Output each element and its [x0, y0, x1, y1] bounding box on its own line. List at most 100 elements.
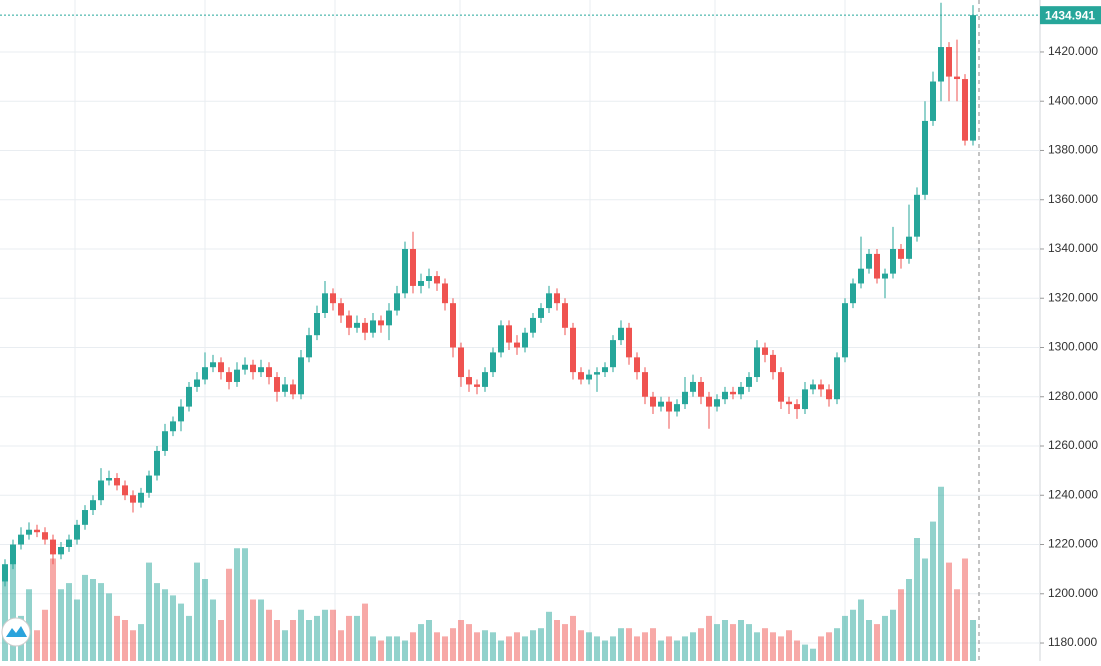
volume-bar	[402, 640, 408, 661]
candle-body	[18, 534, 24, 545]
volume-bar	[938, 486, 944, 661]
candle-body	[682, 391, 688, 405]
candle-body	[842, 303, 848, 358]
volume-bar	[962, 558, 968, 661]
volume-bar	[106, 593, 112, 661]
candle-body	[786, 401, 792, 405]
candle-body	[866, 253, 872, 269]
volume-bar	[450, 628, 456, 661]
volume-bar	[418, 624, 424, 661]
candle-body	[26, 529, 32, 535]
volume-bar	[690, 632, 696, 661]
candle-body	[290, 384, 296, 395]
volume-bar	[682, 636, 688, 661]
volume-bar	[130, 630, 136, 661]
volume-bar	[634, 636, 640, 661]
volume	[2, 486, 976, 661]
candle-body	[498, 325, 504, 353]
volume-bar	[626, 628, 632, 661]
volume-bar	[98, 583, 104, 661]
volume-bar	[322, 609, 328, 661]
volume-bar	[882, 615, 888, 661]
volume-bar	[434, 632, 440, 661]
volume-bar	[746, 624, 752, 661]
candle-body	[250, 364, 256, 373]
candle-body	[458, 347, 464, 378]
candle-body	[770, 354, 776, 373]
candle-body	[426, 276, 432, 281]
y-tick-label: 1260.000	[1048, 438, 1098, 452]
candle-body	[570, 327, 576, 373]
candle-body	[658, 401, 664, 407]
y-tick-label: 1300.000	[1048, 340, 1098, 354]
volume-bar	[42, 609, 48, 661]
volume-bar	[802, 644, 808, 661]
candle-body	[946, 47, 952, 77]
logo-circle	[1, 617, 31, 647]
candle-body	[610, 340, 616, 368]
volume-bar	[898, 589, 904, 661]
volume-bar	[594, 636, 600, 661]
candle-body	[106, 478, 112, 481]
y-tick-label: 1220.000	[1048, 537, 1098, 551]
volume-bar	[2, 579, 8, 661]
candle-body	[506, 325, 512, 343]
candle-body	[530, 317, 536, 333]
candle-body	[538, 308, 544, 318]
candle-body	[194, 379, 200, 387]
volume-bar	[730, 624, 736, 661]
candle-body	[674, 404, 680, 412]
candle-body	[938, 47, 944, 82]
volume-bar	[386, 636, 392, 661]
volume-bar	[114, 615, 120, 661]
logo-icon	[6, 626, 27, 637]
y-tick-label: 1360.000	[1048, 192, 1098, 206]
volume-bar	[330, 609, 336, 661]
candle-body	[778, 372, 784, 402]
candle-body	[898, 248, 904, 259]
volume-bar	[522, 636, 528, 661]
candle-body	[170, 421, 176, 432]
volume-bar	[210, 599, 216, 661]
candle-body	[282, 384, 288, 392]
candle-body	[50, 539, 56, 555]
volume-bar	[842, 615, 848, 661]
candle-body	[74, 524, 80, 540]
candle-body	[418, 280, 424, 286]
candle-body	[66, 539, 72, 547]
candle-body	[138, 492, 144, 503]
candle-body	[82, 510, 88, 525]
volume-bar	[546, 611, 552, 661]
volume-bar	[122, 620, 128, 661]
candle-body	[34, 529, 40, 533]
volume-bar	[362, 603, 368, 661]
volume-bar	[554, 620, 560, 661]
volume-bar	[618, 628, 624, 661]
y-tick-label: 1380.000	[1048, 143, 1098, 157]
candle-body	[714, 399, 720, 407]
volume-bar	[138, 624, 144, 661]
volume-bar	[866, 620, 872, 661]
volume-bar	[178, 603, 184, 661]
volume-bar	[530, 630, 536, 661]
volume-bar	[370, 636, 376, 661]
volume-bar	[354, 615, 360, 661]
candle-body	[730, 391, 736, 395]
candle-body	[306, 335, 312, 358]
volume-bar	[890, 609, 896, 661]
volume-bar	[146, 562, 152, 661]
candle-body	[130, 495, 136, 503]
volume-bar	[410, 632, 416, 661]
candle-body	[450, 303, 456, 348]
candle-body	[626, 327, 632, 358]
y-tick-label: 1340.000	[1048, 241, 1098, 255]
candle-body	[554, 293, 560, 304]
candle-body	[322, 293, 328, 314]
y-tick-label: 1200.000	[1048, 586, 1098, 600]
candle-body	[858, 268, 864, 284]
candle-body	[490, 352, 496, 373]
volume-bar	[50, 558, 56, 661]
candle-body	[202, 367, 208, 380]
volume-bar	[810, 648, 816, 661]
candle-body	[314, 313, 320, 336]
